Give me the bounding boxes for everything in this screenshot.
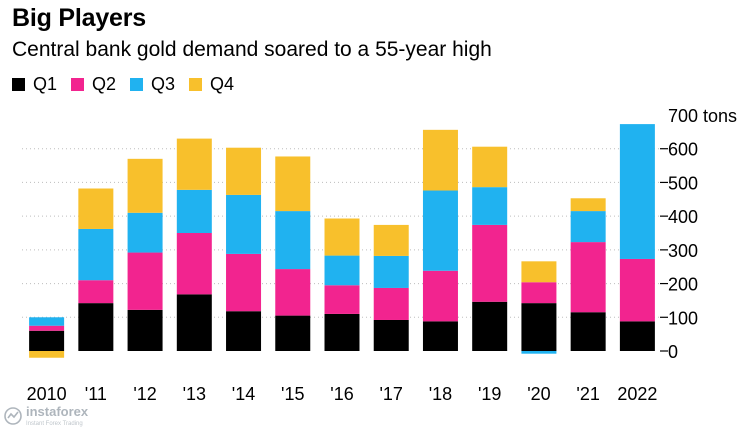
bar-segment-q3 [78, 228, 114, 281]
y-tick-label: 400 [668, 207, 698, 227]
bar-segment-q4 [29, 351, 65, 358]
bar-segment-q3 [226, 194, 262, 254]
watermark-tagline: Instant Forex Trading [26, 421, 83, 427]
x-tick-label: '17 [379, 384, 402, 404]
y-tick-label: 200 [668, 275, 698, 295]
legend-label-q4: Q4 [210, 74, 235, 94]
legend-label-q1: Q1 [33, 74, 58, 94]
bar-segment-q1 [78, 303, 114, 351]
x-tick-label: '19 [478, 384, 501, 404]
x-tick-label: '13 [183, 384, 206, 404]
y-tick-label: 500 [668, 173, 698, 193]
x-tick-label: '11 [85, 384, 107, 404]
x-tick-label: 2010 [27, 384, 67, 404]
bar-segment-q2 [78, 280, 114, 304]
y-tick-label: 600 [668, 140, 698, 160]
bar-segment-q2 [127, 252, 163, 310]
bar-segment-q3 [422, 190, 458, 271]
bar-segment-q3 [29, 317, 65, 326]
legend-swatch-q3 [130, 78, 144, 91]
x-tick-label: 2022 [617, 384, 657, 404]
bar-segment-q1 [472, 301, 508, 351]
x-tick-label: '15 [281, 384, 304, 404]
bar-segment-q4 [472, 146, 508, 188]
bar-segment-q1 [275, 315, 311, 351]
bar-segment-q4 [422, 129, 458, 191]
bar-segment-q2 [324, 285, 360, 314]
bar-segment-q1 [570, 312, 606, 351]
bar-segment-q1 [29, 330, 65, 351]
bar-segment-q2 [176, 233, 212, 295]
bar-segment-q3 [127, 212, 163, 253]
bar-segment-q1 [226, 311, 262, 351]
bar-segment-q4 [521, 261, 557, 283]
y-tick-label: 700 tons [668, 106, 737, 126]
bar-segment-q2 [275, 269, 311, 316]
legend-item-q1: Q1 [12, 74, 57, 95]
bar-segment-q2 [472, 224, 508, 302]
legend-item-q2: Q2 [71, 74, 116, 95]
legend-swatch-q2 [71, 78, 85, 91]
bar-segment-q2 [226, 253, 262, 312]
x-tick-label: '16 [330, 384, 353, 404]
chart-legend: Q1 Q2 Q3 Q4 [12, 74, 234, 95]
bar-segment-q2 [570, 242, 606, 313]
y-tick-label: 300 [668, 241, 698, 261]
x-tick-label: '21 [576, 384, 599, 404]
legend-label-q2: Q2 [92, 74, 117, 94]
bar-segment-q2 [373, 287, 409, 320]
y-tick-label: 100 [668, 308, 698, 328]
bar-segment-q4 [570, 198, 606, 212]
bar-segment-q2 [29, 325, 65, 331]
bar-segment-q1 [176, 294, 212, 351]
bar-segment-q3 [275, 211, 311, 270]
bar-segment-q3 [570, 211, 606, 243]
bar-segment-q1 [422, 321, 458, 351]
y-tick-label: 0 [668, 342, 678, 362]
bar-segment-q3 [521, 351, 557, 354]
legend-swatch-q1 [12, 78, 25, 91]
bar-segment-q4 [373, 224, 409, 256]
bar-segment-q1 [127, 309, 163, 351]
bar-segment-q1 [521, 303, 557, 351]
legend-item-q3: Q3 [130, 74, 175, 95]
watermark-name: instaforex [26, 404, 89, 419]
bar-segment-q3 [324, 255, 360, 286]
bar-segment-q1 [324, 313, 360, 351]
bar-segment-q4 [176, 138, 212, 190]
bar-segment-q1 [619, 321, 655, 351]
x-tick-label: '18 [429, 384, 452, 404]
chart-subtitle: Central bank gold demand soared to a 55-… [12, 38, 492, 61]
chart-title: Big Players [12, 4, 146, 32]
bar-segment-q1 [373, 319, 409, 351]
instaforex-logo-icon [4, 406, 22, 425]
x-tick-label: '20 [527, 384, 550, 404]
bar-segment-q3 [619, 124, 655, 259]
bar-segment-q2 [619, 258, 655, 322]
bar-segment-q3 [472, 187, 508, 225]
watermark: instaforex Instant Forex Trading [4, 403, 88, 428]
bar-segment-q4 [226, 147, 262, 195]
bar-segment-q2 [422, 270, 458, 322]
bar-segment-q3 [176, 189, 212, 233]
bar-segment-q4 [78, 188, 114, 229]
x-tick-label: '14 [232, 384, 255, 404]
legend-item-q4: Q4 [189, 74, 234, 95]
bar-segment-q4 [275, 156, 311, 212]
bar-segment-q4 [324, 218, 360, 256]
bar-segment-q4 [127, 158, 163, 213]
legend-label-q3: Q3 [151, 74, 176, 94]
x-tick-label: '12 [133, 384, 156, 404]
bar-segment-q2 [521, 282, 557, 304]
legend-swatch-q4 [189, 78, 203, 91]
bar-segment-q3 [373, 255, 409, 288]
